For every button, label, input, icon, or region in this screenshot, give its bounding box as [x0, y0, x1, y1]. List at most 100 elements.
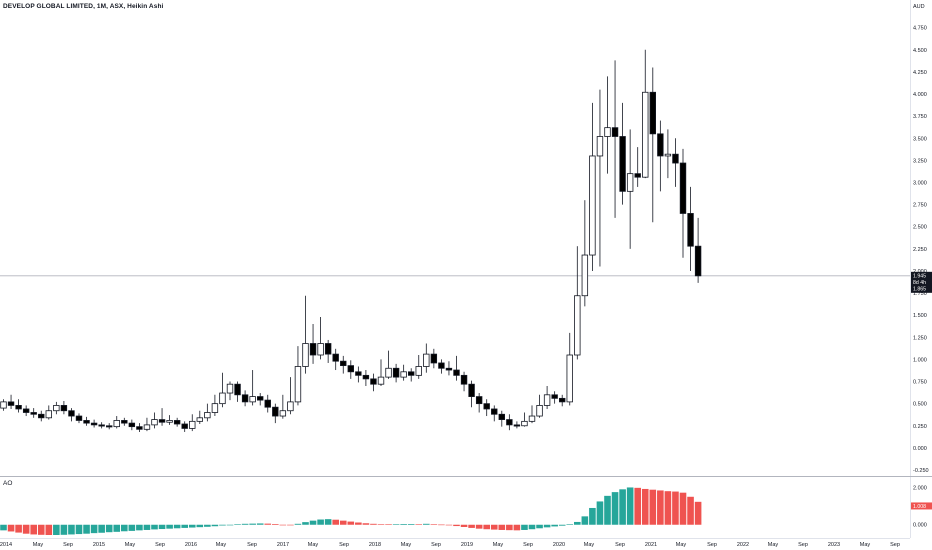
ao-bar	[241, 523, 249, 525]
ao-bar	[574, 521, 581, 525]
x-tick-label: 2022	[737, 542, 749, 548]
ao-bar	[596, 501, 604, 525]
candle	[400, 364, 407, 381]
candle	[302, 295, 309, 374]
candle-body-up	[0, 401, 7, 409]
candle	[468, 380, 475, 408]
candle	[475, 393, 483, 413]
candle	[60, 401, 68, 415]
y-tick-label: 4.750	[913, 26, 927, 32]
candle-body-up	[219, 392, 226, 405]
candle-body-down	[324, 343, 332, 355]
candle	[423, 343, 430, 373]
current-price-box	[911, 271, 932, 293]
ao-bar	[392, 524, 400, 525]
x-tick-label: May	[768, 542, 779, 548]
ao-bar	[219, 524, 226, 526]
candle	[189, 414, 196, 432]
candle	[619, 102, 626, 205]
ao-bar	[694, 501, 702, 525]
ao-bar	[7, 524, 15, 532]
x-tick-label: May	[401, 542, 412, 548]
candle	[543, 385, 551, 409]
candle-body-up	[528, 415, 536, 422]
candle-body-up	[589, 155, 596, 256]
candle	[128, 419, 136, 431]
candle-body-down	[657, 133, 664, 157]
x-tick-label: Sep	[523, 542, 533, 548]
candle	[324, 339, 332, 363]
candle-body-down	[407, 371, 415, 376]
ao-bar	[287, 524, 294, 526]
candle	[460, 371, 468, 392]
candle-body-up	[642, 91, 649, 178]
candle	[634, 147, 641, 187]
candle-body-down	[332, 353, 339, 362]
ao-bar	[234, 524, 241, 525]
current-price-text: 1.945	[913, 274, 926, 280]
ao-bar	[98, 524, 105, 533]
candle-body-down	[559, 397, 566, 403]
candle-body-down	[30, 412, 37, 415]
ao-bar	[679, 492, 687, 525]
candle	[604, 76, 611, 174]
candle	[536, 394, 543, 418]
x-tick-label: 2019	[461, 542, 473, 548]
ao-bar	[460, 524, 468, 527]
y-tick-label: -0.250	[913, 468, 929, 474]
candle	[347, 360, 354, 379]
candle-body-up	[204, 412, 211, 419]
candle	[98, 422, 105, 429]
x-tick-label: 2023	[828, 542, 840, 548]
y-tick-label: 3.000	[913, 181, 927, 187]
ao-bar	[279, 524, 287, 526]
candle-body-up	[294, 366, 302, 403]
y-tick-label: 2.500	[913, 225, 927, 231]
candle	[649, 67, 656, 223]
candle-body-down	[506, 419, 513, 426]
candle-body-down	[392, 367, 400, 378]
candle-body-down	[460, 374, 468, 385]
candle	[143, 417, 151, 432]
ao-bar	[355, 522, 362, 525]
ao-bar	[445, 524, 453, 526]
candle	[513, 421, 521, 429]
ao-bar	[294, 523, 302, 525]
ao-bar	[309, 520, 317, 525]
y-tick-label: 4.500	[913, 48, 927, 54]
candle	[38, 410, 45, 422]
y-tick-label: 3.250	[913, 158, 927, 164]
candle-body-down	[347, 365, 354, 373]
candle	[226, 381, 234, 401]
candle-body-up	[226, 383, 234, 394]
candle-body-down	[68, 410, 75, 417]
y-tick-label: 2.750	[913, 203, 927, 209]
chart-title: DEVELOP GLOBAL LIMITED, 1M, ASX, Heikin …	[3, 3, 164, 10]
y-tick-label: 0.500	[913, 402, 927, 408]
candle-body-up	[211, 403, 219, 413]
ao-indicator-label: AO	[3, 480, 13, 487]
candle	[385, 350, 392, 379]
candle-body-down	[60, 405, 68, 412]
ao-bar	[528, 524, 536, 530]
ao-bar	[589, 507, 596, 525]
candle	[234, 381, 241, 402]
candle-body-down	[453, 369, 460, 376]
ao-bar	[339, 520, 347, 525]
candle	[611, 60, 619, 218]
candle-body-down	[83, 420, 90, 424]
ao-bar	[256, 523, 264, 525]
candle-body-down	[22, 408, 30, 413]
candle-body-up	[302, 343, 309, 367]
candle	[687, 186, 694, 271]
ao-bar	[641, 488, 649, 525]
candle	[113, 416, 120, 429]
ao-bar	[204, 524, 211, 527]
x-tick-label: Sep	[431, 542, 441, 548]
ao-bar	[619, 489, 626, 525]
candle	[0, 399, 7, 411]
candle	[106, 423, 113, 430]
candle-body-up	[166, 420, 173, 423]
x-tick-label: Sep	[339, 542, 349, 548]
